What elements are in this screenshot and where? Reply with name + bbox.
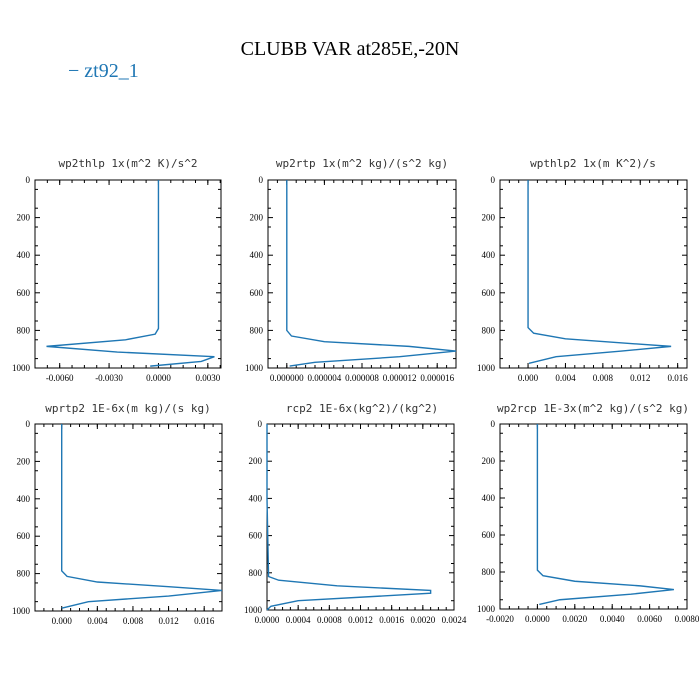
x-tick-label: 0.0000 bbox=[146, 373, 171, 383]
x-tick-label: 0.000000 bbox=[270, 373, 304, 383]
x-tick-label: 0.0000 bbox=[525, 614, 550, 624]
y-tick-label: 600 bbox=[17, 531, 31, 541]
x-tick-label: 0.004 bbox=[555, 373, 576, 383]
y-tick-label: 1000 bbox=[477, 363, 496, 373]
y-tick-label: 200 bbox=[17, 456, 31, 466]
panel-title: rcp2 1E-6x(kg^2)/(kg^2) bbox=[286, 402, 438, 415]
x-tick-label: 0.0024 bbox=[442, 615, 467, 625]
panel-title: wp2rtp 1x(m^2 kg)/(s^2 kg) bbox=[276, 157, 448, 170]
tick-layer: 0 200 400 600 800 1000 0.000 0.004 0.008 0.012 0.0… bbox=[477, 175, 688, 383]
legend-entry: − zt92_1 bbox=[68, 60, 139, 82]
x-tick-label: 0.0040 bbox=[600, 614, 625, 624]
x-tick-label: 0.0030 bbox=[195, 373, 220, 383]
y-tick-label: 200 bbox=[482, 213, 496, 223]
tick-layer: 0 200 400 600 800 1000-0.0020 0.0000 0.0020 0.00… bbox=[477, 419, 700, 624]
panel-wp2rtp: wp2rtp 1x(m^2 kg)/(s^2 kg) 0 200 400 600 800… bbox=[245, 157, 457, 383]
panel-wprtp2: wprtp2 1E-6x(m kg)/(s kg) 0 200 400 600 800 1… bbox=[12, 402, 223, 626]
y-tick-label: 200 bbox=[17, 213, 31, 223]
y-tick-label: 1000 bbox=[477, 604, 496, 614]
x-tick-label: 0.0060 bbox=[637, 614, 662, 624]
panel-title: wp2rcp 1E-3x(m^2 kg)/(s^2 kg) bbox=[497, 402, 689, 415]
y-tick-label: 600 bbox=[482, 530, 496, 540]
x-tick-label: 0.016 bbox=[668, 373, 689, 383]
x-tick-label: 0.008 bbox=[123, 616, 144, 626]
x-tick-label: 0.0016 bbox=[379, 615, 404, 625]
x-tick-label: 0.0008 bbox=[317, 615, 342, 625]
x-tick-label: 0.000008 bbox=[345, 373, 379, 383]
series-line-zt92_1 bbox=[527, 180, 672, 364]
panel-title: wp2thlp 1x(m^2 K)/s^2 bbox=[58, 157, 197, 170]
series-line-zt92_1 bbox=[46, 180, 215, 367]
panel-wpthlp2: wpthlp2 1x(m K^2)/s 0 200 400 600 800 1000 0.0… bbox=[477, 157, 688, 383]
x-tick-label: 0.000 bbox=[52, 616, 73, 626]
y-tick-label: 1000 bbox=[12, 363, 31, 373]
x-tick-label: 0.000 bbox=[518, 373, 539, 383]
y-tick-label: 400 bbox=[17, 494, 31, 504]
tick-layer: 0 200 400 600 800 1000 -0.0060 -0.0030 0.0000 0.0… bbox=[12, 175, 221, 383]
y-tick-label: 800 bbox=[249, 568, 263, 578]
panel-wp2thlp: wp2thlp 1x(m^2 K)/s^2 0 200 400 600 800 1000 -… bbox=[12, 157, 222, 383]
panel-title: wpthlp2 1x(m K^2)/s bbox=[530, 157, 656, 170]
series-line-zt92_1 bbox=[266, 424, 432, 611]
y-tick-label: 400 bbox=[482, 493, 496, 503]
y-tick-label: 800 bbox=[250, 325, 264, 335]
y-tick-label: 800 bbox=[482, 325, 496, 335]
x-tick-label: 0.0080 bbox=[675, 614, 700, 624]
y-tick-label: 400 bbox=[17, 250, 31, 260]
y-tick-label: 800 bbox=[482, 567, 496, 577]
x-tick-label: -0.0060 bbox=[46, 373, 74, 383]
x-tick-label: 0.012 bbox=[630, 373, 650, 383]
tick-layer: 0 200 400 600 800 1000 0.000 0.004 0.008 0.012 0.0… bbox=[12, 419, 222, 626]
y-tick-label: 400 bbox=[250, 250, 264, 260]
x-tick-label: 0.012 bbox=[158, 616, 178, 626]
y-tick-label: 0 bbox=[491, 419, 496, 429]
x-tick-label: 0.000004 bbox=[308, 373, 342, 383]
y-tick-label: 800 bbox=[17, 569, 31, 579]
panel-wp2rcp: wp2rcp 1E-3x(m^2 kg)/(s^2 kg) 0 200 400 600… bbox=[477, 402, 700, 624]
x-tick-label: 0.0012 bbox=[348, 615, 373, 625]
y-tick-label: 1000 bbox=[12, 606, 31, 616]
y-tick-label: 400 bbox=[482, 250, 496, 260]
plot-frame bbox=[34, 179, 222, 369]
plot-frame bbox=[34, 423, 223, 612]
x-tick-label: 0.0004 bbox=[286, 615, 311, 625]
x-tick-label: 0.000016 bbox=[420, 373, 454, 383]
x-tick-label: 0.016 bbox=[194, 616, 215, 626]
series-line-zt92_1 bbox=[286, 180, 457, 367]
tick-layer: 0 200 400 600 800 1000 0.000000 0.000004 0.00000… bbox=[245, 175, 456, 383]
x-tick-label: 0.000012 bbox=[383, 373, 417, 383]
x-tick-label: 0.004 bbox=[87, 616, 108, 626]
y-tick-label: 0 bbox=[258, 419, 263, 429]
y-tick-label: 600 bbox=[482, 288, 496, 298]
y-tick-label: 0 bbox=[26, 175, 31, 185]
x-tick-label: 0.0000 bbox=[255, 615, 280, 625]
y-tick-label: 1000 bbox=[244, 605, 263, 615]
y-tick-label: 200 bbox=[250, 213, 264, 223]
panel-rcp2: rcp2 1E-6x(kg^2)/(kg^2) 0 200 400 600 800 100… bbox=[244, 402, 467, 625]
x-tick-label: -0.0030 bbox=[95, 373, 123, 383]
panel-title: wprtp2 1E-6x(m kg)/(s kg) bbox=[45, 402, 211, 415]
y-tick-label: 200 bbox=[249, 456, 263, 466]
y-tick-label: 1000 bbox=[245, 363, 264, 373]
y-tick-label: 0 bbox=[491, 175, 496, 185]
y-tick-label: 400 bbox=[249, 493, 263, 503]
y-tick-label: 800 bbox=[17, 325, 31, 335]
y-tick-label: 200 bbox=[482, 456, 496, 466]
x-tick-label: -0.0020 bbox=[486, 614, 514, 624]
plot-frame bbox=[499, 423, 688, 610]
series-line-zt92_1 bbox=[536, 424, 674, 606]
y-tick-label: 600 bbox=[250, 288, 264, 298]
x-tick-label: 0.0020 bbox=[410, 615, 435, 625]
y-tick-label: 600 bbox=[249, 531, 263, 541]
y-tick-label: 0 bbox=[26, 419, 31, 429]
x-tick-label: 0.008 bbox=[593, 373, 614, 383]
y-tick-label: 0 bbox=[259, 175, 264, 185]
plot-frame bbox=[267, 179, 457, 369]
y-tick-label: 600 bbox=[17, 288, 31, 298]
x-tick-label: 0.0020 bbox=[562, 614, 587, 624]
series-line-zt92_1 bbox=[61, 424, 223, 609]
figure-title: CLUBB VAR at285E,-20N bbox=[241, 38, 460, 60]
